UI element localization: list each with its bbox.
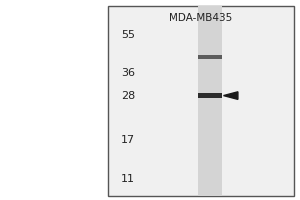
Text: 36: 36 [121, 68, 135, 78]
Text: 17: 17 [121, 135, 135, 145]
Text: 55: 55 [121, 30, 135, 40]
Bar [198, 6, 222, 196]
Text: MDA-MB435: MDA-MB435 [169, 13, 232, 23]
Polygon shape [224, 92, 238, 99]
Bar [108, 6, 294, 196]
Text: 28: 28 [121, 91, 135, 101]
Bar [198, 93, 222, 98]
Text: 11: 11 [121, 174, 135, 184]
Bar [198, 55, 222, 59]
